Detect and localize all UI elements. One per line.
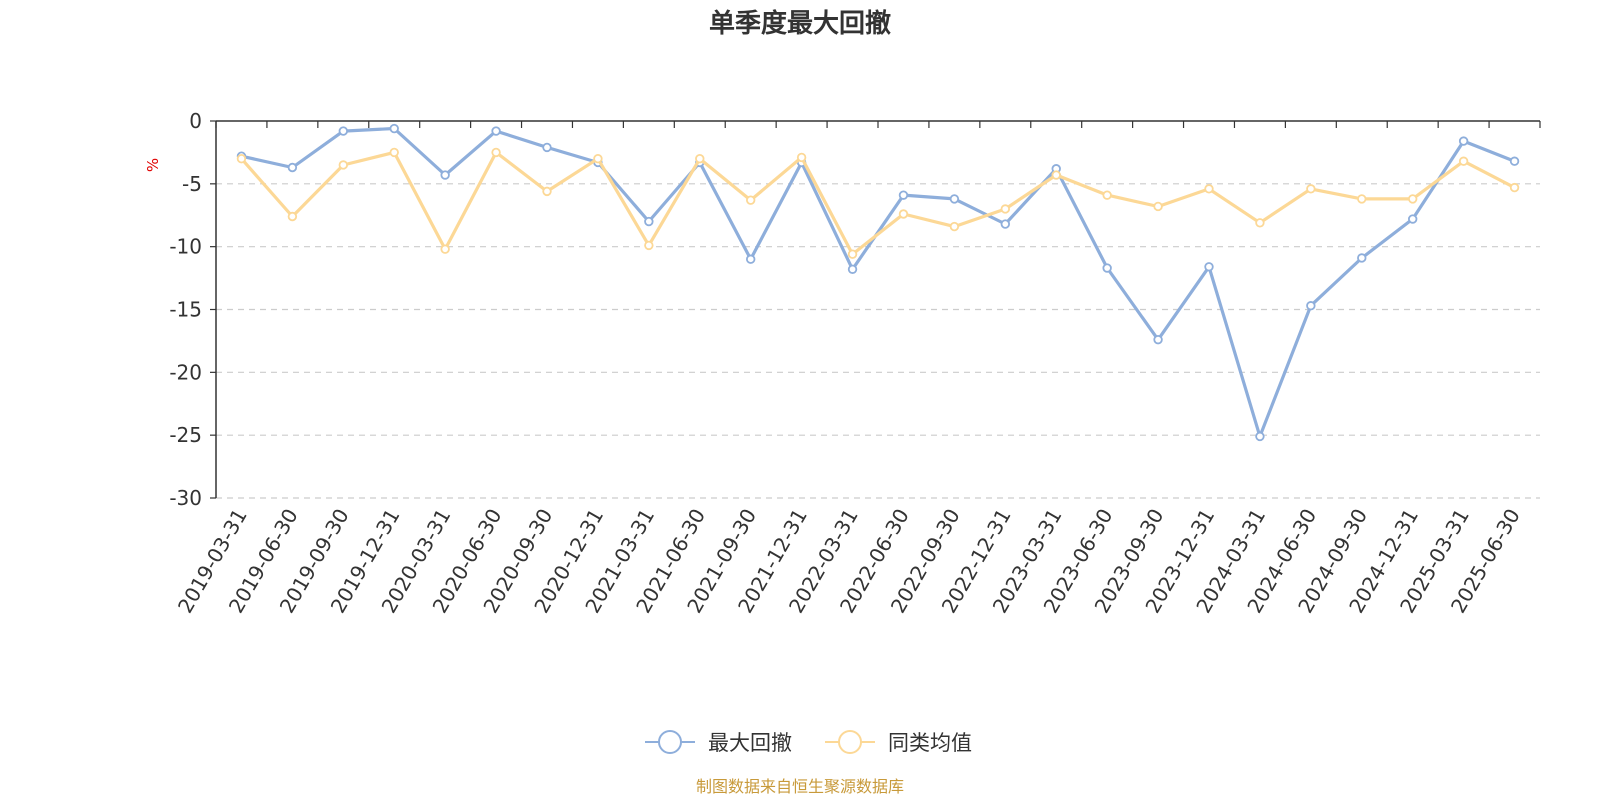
legend-item-2[interactable]: 同类均值 (825, 730, 972, 755)
data-point (1153, 334, 1163, 345)
legend-item-1[interactable]: 最大回撤 (645, 730, 792, 755)
grid-lines (216, 183, 1540, 499)
data-point (949, 194, 960, 204)
chart-title: 单季度最大回撤 (709, 8, 891, 39)
data-point (287, 162, 298, 173)
data-point (440, 244, 450, 254)
data-point (898, 209, 909, 219)
data-point (1458, 136, 1469, 146)
data-point (1153, 201, 1163, 212)
data-point (898, 190, 909, 200)
data-point (1509, 182, 1520, 193)
y-tick-label: -20 (169, 360, 202, 384)
data-point (491, 147, 501, 158)
data-point (847, 264, 858, 274)
data-point (1357, 194, 1367, 204)
data-point (1509, 156, 1520, 166)
y-tick-label: -10 (169, 235, 202, 259)
data-point (338, 126, 349, 136)
data-point (1255, 218, 1265, 228)
y-tick-label: -5 (182, 172, 202, 196)
data-point (542, 142, 552, 153)
data-point (847, 249, 858, 259)
legend-circle-icon (838, 730, 862, 754)
legend-label: 同类均值 (888, 731, 972, 755)
data-point (695, 153, 705, 164)
y-tick-label: -30 (169, 486, 202, 510)
data-point (1204, 184, 1214, 194)
data-point (1000, 204, 1011, 214)
data-point (338, 160, 349, 170)
data-point (745, 195, 756, 205)
legend-label: 最大回撤 (708, 731, 792, 755)
data-point (1255, 431, 1265, 442)
data-point (1306, 184, 1316, 194)
data-point (236, 153, 247, 164)
data-point (1102, 263, 1112, 273)
data-point (1000, 219, 1011, 229)
data-point (1204, 262, 1214, 272)
data-point (796, 152, 807, 163)
series-2 (236, 147, 1520, 259)
axes: 0-5-10-15-20-25-302019-03-312019-06-3020… (169, 109, 1541, 617)
data-point (389, 123, 399, 134)
data-point (440, 170, 450, 180)
data-point (287, 211, 298, 222)
data-point (1102, 190, 1112, 200)
data-point (593, 153, 603, 164)
data-point (644, 240, 654, 251)
data-point (491, 126, 501, 136)
data-point (949, 221, 960, 232)
data-source-note: 制图数据来自恒生聚源数据库 (696, 777, 904, 796)
legend[interactable]: 最大回撤 同类均值 (645, 730, 972, 755)
data-point (389, 147, 399, 158)
data-point (1407, 214, 1418, 224)
legend-circle-icon (658, 730, 682, 754)
data-point (644, 216, 654, 227)
data-point (745, 254, 756, 264)
data-point (1407, 194, 1418, 204)
y-tick-label: -15 (169, 298, 202, 322)
y-axis-unit-label: % (144, 158, 162, 172)
series-lines (236, 123, 1520, 442)
data-point (1306, 301, 1316, 311)
y-tick-label: -25 (169, 423, 202, 447)
series-line (240, 150, 1516, 256)
data-point (1357, 253, 1367, 263)
data-point (1458, 156, 1469, 166)
y-tick-label: 0 (189, 109, 202, 133)
series-1 (236, 123, 1520, 442)
data-point (1051, 170, 1061, 180)
series-line (241, 126, 1516, 438)
data-point (542, 186, 552, 197)
